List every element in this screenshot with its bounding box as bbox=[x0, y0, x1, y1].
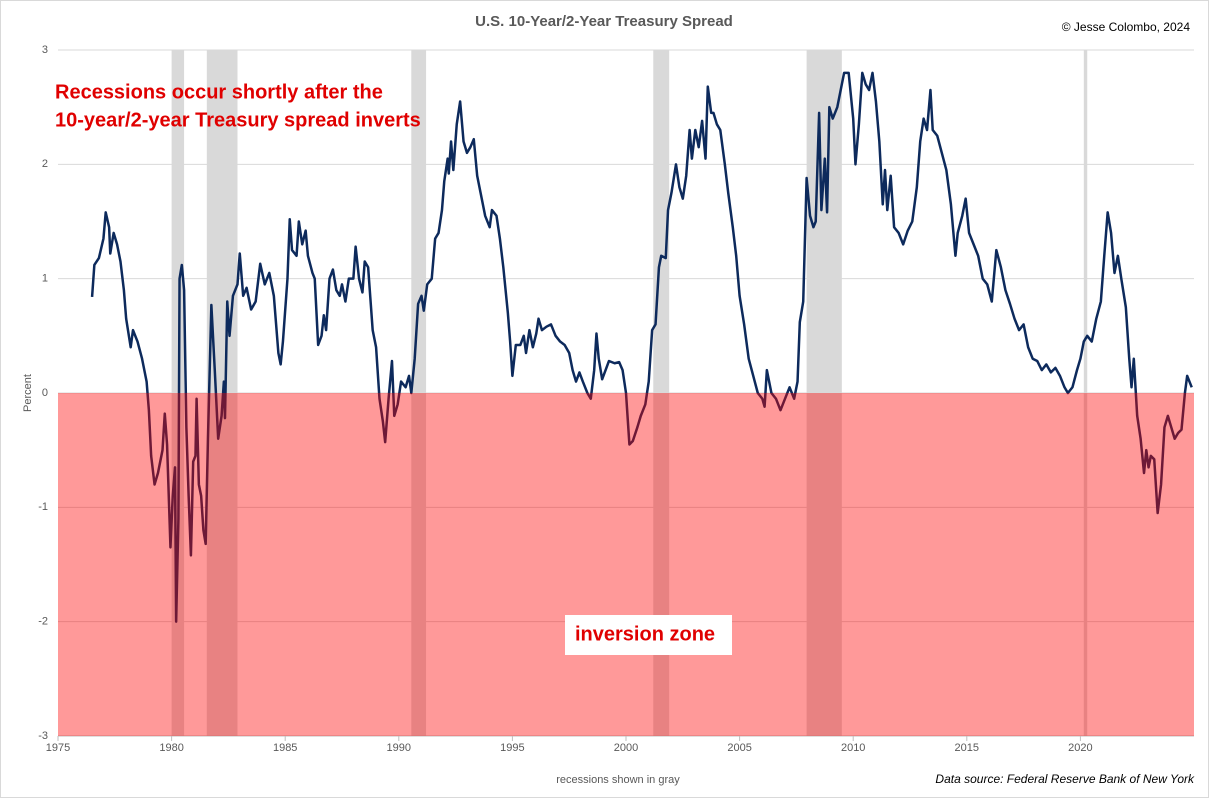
inversion-zone bbox=[58, 393, 1194, 736]
x-tick-label: 1985 bbox=[273, 742, 297, 754]
y-tick-label: 2 bbox=[42, 158, 48, 170]
credit: © Jesse Colombo, 2024 bbox=[1062, 20, 1191, 34]
y-axis-label: Percent bbox=[22, 374, 34, 412]
x-tick-label: 2000 bbox=[614, 742, 638, 754]
y-tick-label: -2 bbox=[38, 616, 48, 628]
x-tick-label: 2015 bbox=[955, 742, 979, 754]
zone-label: inversion zone bbox=[575, 623, 715, 645]
x-tick-label: 2010 bbox=[841, 742, 865, 754]
y-tick-label: 0 bbox=[42, 387, 48, 399]
y-tick-label: 1 bbox=[42, 273, 48, 285]
y-tick-label: -1 bbox=[38, 501, 48, 513]
x-tick-label: 1990 bbox=[387, 742, 411, 754]
x-note: recessions shown in gray bbox=[556, 774, 680, 786]
source: Data source: Federal Reserve Bank of New… bbox=[935, 772, 1195, 786]
annotation: Recessions occur shortly after the bbox=[55, 81, 383, 103]
x-tick-label: 2005 bbox=[727, 742, 751, 754]
y-tick-label: 3 bbox=[42, 44, 48, 56]
spread-line bbox=[90, 71, 1193, 623]
chart-title: U.S. 10-Year/2-Year Treasury Spread bbox=[475, 13, 733, 30]
x-tick-label: 1995 bbox=[500, 742, 524, 754]
x-tick-label: 1975 bbox=[46, 742, 70, 754]
annotation: 10-year/2-year Treasury spread inverts bbox=[55, 109, 421, 131]
x-tick-label: 2020 bbox=[1068, 742, 1092, 754]
zone-label-box bbox=[565, 615, 732, 655]
y-tick-label: -3 bbox=[38, 730, 48, 742]
x-tick-label: 1980 bbox=[159, 742, 183, 754]
